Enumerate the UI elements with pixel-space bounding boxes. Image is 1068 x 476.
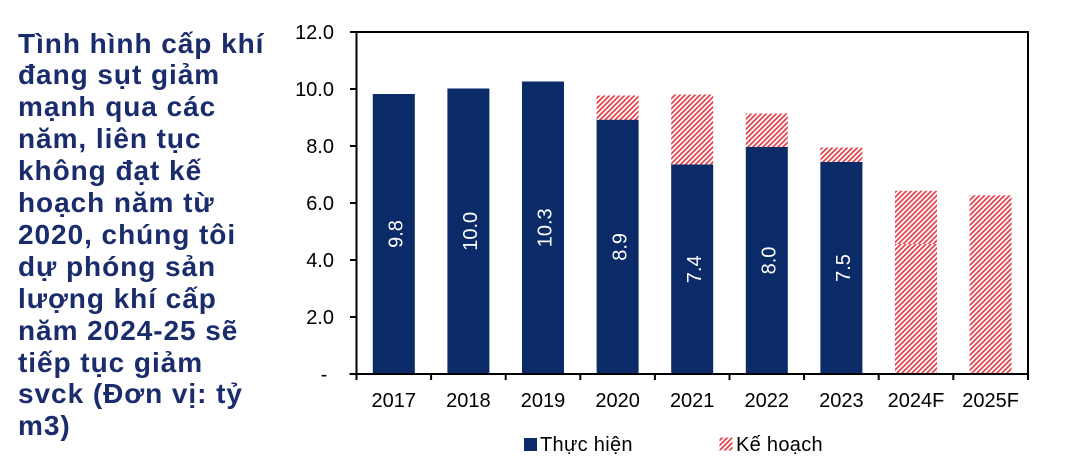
svg-text:10.0: 10.0 <box>295 79 334 101</box>
svg-text:7.5: 7.5 <box>833 254 855 282</box>
svg-text:2025F: 2025F <box>962 390 1019 412</box>
svg-text:8.0: 8.0 <box>759 247 781 275</box>
svg-text:-: - <box>321 364 328 386</box>
svg-text:8.9: 8.9 <box>609 233 631 261</box>
svg-text:12.0: 12.0 <box>295 22 334 44</box>
svg-text:10.3: 10.3 <box>535 208 557 247</box>
svg-text:Kế hoạch: Kế hoạch <box>736 434 823 456</box>
svg-text:8.0: 8.0 <box>306 136 334 158</box>
svg-text:2021: 2021 <box>670 390 715 412</box>
svg-text:2022: 2022 <box>745 390 790 412</box>
svg-text:2019: 2019 <box>521 390 566 412</box>
svg-text:9.8: 9.8 <box>386 220 408 248</box>
svg-text:6.0: 6.0 <box>306 193 334 215</box>
svg-text:2024F: 2024F <box>888 390 945 412</box>
svg-text:2023: 2023 <box>819 390 864 412</box>
svg-text:10.0: 10.0 <box>460 212 482 251</box>
svg-text:4.0: 4.0 <box>306 250 334 272</box>
svg-text:2018: 2018 <box>446 390 491 412</box>
svg-text:2017: 2017 <box>372 390 417 412</box>
svg-text:2020: 2020 <box>595 390 640 412</box>
svg-text:2.0: 2.0 <box>306 307 334 329</box>
svg-text:7.4: 7.4 <box>684 255 706 283</box>
svg-text:Thực hiện: Thực hiện <box>540 434 633 456</box>
